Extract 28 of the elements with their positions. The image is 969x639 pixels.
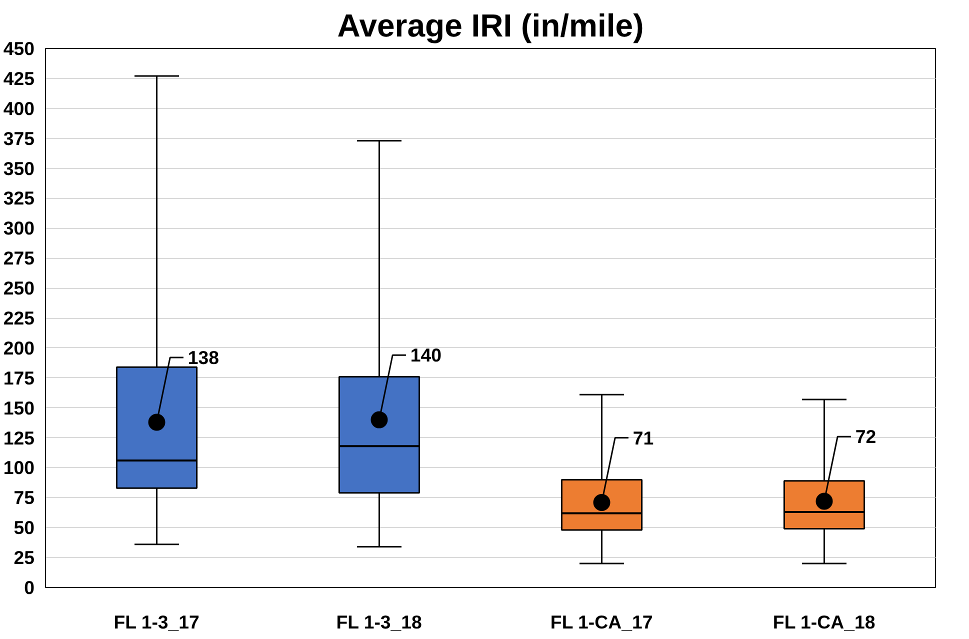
- y-tick-label: 275: [3, 248, 35, 269]
- y-tick-label: 50: [14, 517, 35, 538]
- x-tick-label: FL 1-3_18: [336, 612, 422, 632]
- y-tick-label: 375: [3, 128, 35, 149]
- x-tick-label: FL 1-CA_18: [772, 612, 876, 632]
- y-tick-label: 75: [14, 487, 35, 508]
- y-tick-label: 250: [3, 278, 35, 299]
- text: 140: [410, 344, 442, 366]
- x-tick-label: FL 1-CA_17: [550, 612, 653, 632]
- y-tick-label: 350: [3, 158, 35, 179]
- y-tick-label: 175: [3, 367, 35, 388]
- y-tick-label: 450: [3, 38, 35, 59]
- text: 138: [188, 347, 220, 368]
- text: 72: [855, 426, 876, 448]
- chart-title: Average IRI (in/mile): [337, 8, 644, 44]
- y-tick-label: 400: [3, 98, 35, 119]
- y-tick-label: 325: [3, 188, 35, 209]
- y-tick-label: 225: [3, 308, 35, 328]
- y-tick-label: 300: [3, 218, 35, 239]
- y-tick-label: 100: [3, 457, 35, 478]
- y-tick-label: 25: [14, 547, 35, 568]
- text: 71: [632, 427, 654, 448]
- y-tick-label: 425: [3, 68, 35, 89]
- x-tick-label: FL 1-3_17: [114, 612, 200, 632]
- y-tick-label: 150: [3, 397, 35, 418]
- y-tick-label: 200: [3, 337, 35, 358]
- y-tick-label: 125: [3, 427, 35, 448]
- y-tick-label: 0: [24, 577, 35, 598]
